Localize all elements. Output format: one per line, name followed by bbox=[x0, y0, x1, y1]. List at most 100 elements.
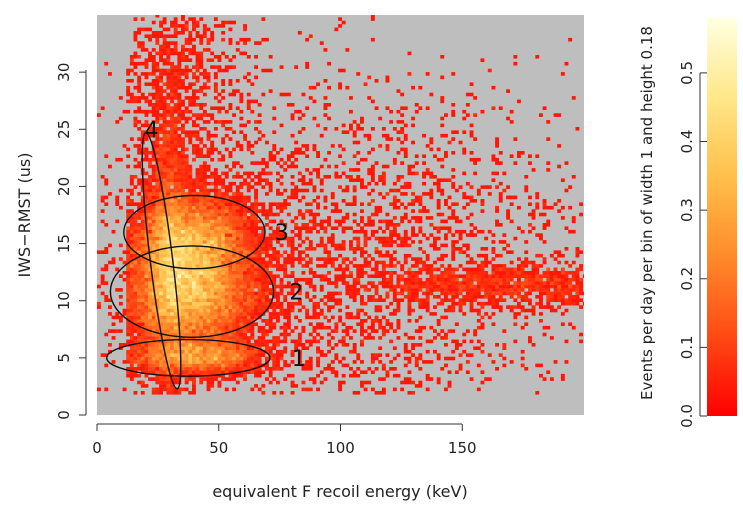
heatmap-bin bbox=[564, 284, 569, 289]
heatmap-bin bbox=[268, 264, 273, 268]
heatmap-bin bbox=[557, 250, 562, 254]
heatmap-bin bbox=[243, 195, 247, 200]
heatmap-bin bbox=[217, 288, 222, 292]
heatmap-bin bbox=[228, 205, 233, 210]
heatmap-bin bbox=[440, 264, 445, 268]
heatmap-bin bbox=[243, 336, 247, 340]
heatmap-bin bbox=[425, 301, 430, 306]
heatmap-bin bbox=[297, 229, 302, 234]
heatmap-bin bbox=[162, 346, 167, 350]
heatmap-bin bbox=[173, 137, 178, 141]
heatmap-bin bbox=[487, 301, 492, 306]
heatmap-bin bbox=[129, 264, 134, 268]
heatmap-bin bbox=[268, 325, 273, 330]
heatmap-bin bbox=[396, 109, 401, 114]
heatmap-bin bbox=[151, 367, 156, 371]
heatmap-bin bbox=[195, 154, 200, 158]
heatmap-bin bbox=[177, 233, 182, 237]
heatmap-bin bbox=[290, 360, 295, 364]
heatmap-bin bbox=[568, 271, 573, 275]
heatmap-bin bbox=[155, 223, 160, 227]
heatmap-bin bbox=[480, 288, 485, 292]
heatmap-bin bbox=[517, 284, 521, 289]
heatmap-bin bbox=[323, 103, 328, 107]
heatmap-bin bbox=[462, 281, 467, 285]
heatmap-bin bbox=[129, 240, 134, 244]
heatmap-bin bbox=[148, 123, 152, 128]
heatmap-bin bbox=[162, 298, 167, 302]
heatmap-bin bbox=[140, 315, 145, 320]
heatmap-bin bbox=[535, 233, 540, 237]
heatmap-bin bbox=[381, 229, 386, 234]
heatmap-bin bbox=[166, 305, 171, 309]
heatmap-bin bbox=[148, 181, 152, 186]
heatmap-bin bbox=[517, 277, 521, 282]
heatmap-bin bbox=[305, 154, 310, 158]
heatmap-bin bbox=[177, 277, 182, 282]
heatmap-bin bbox=[290, 247, 295, 251]
heatmap-bin bbox=[235, 312, 240, 316]
heatmap-bin bbox=[462, 295, 467, 299]
heatmap-bin bbox=[312, 295, 317, 299]
heatmap-bin bbox=[268, 233, 273, 237]
heatmap-bin bbox=[254, 373, 258, 378]
heatmap-bin bbox=[411, 284, 415, 289]
heatmap-bin bbox=[148, 363, 152, 368]
heatmap-bin bbox=[557, 298, 562, 302]
heatmap-bin bbox=[192, 367, 196, 371]
heatmap-bin bbox=[308, 260, 313, 265]
heatmap-bin bbox=[162, 219, 167, 224]
heatmap-bin bbox=[192, 312, 196, 316]
heatmap-bin bbox=[199, 325, 204, 330]
heatmap-bin bbox=[370, 295, 375, 299]
heatmap-bin bbox=[341, 247, 346, 251]
heatmap-bin bbox=[137, 260, 142, 265]
heatmap-bin bbox=[374, 391, 379, 395]
heatmap-bin bbox=[473, 137, 478, 141]
heatmap-bin bbox=[520, 281, 525, 285]
heatmap-bin bbox=[246, 346, 251, 350]
heatmap-bin bbox=[210, 356, 215, 361]
heatmap-bin bbox=[385, 277, 390, 282]
heatmap-bin bbox=[202, 349, 207, 354]
heatmap-bin bbox=[181, 315, 185, 320]
heatmap-bin bbox=[389, 236, 394, 241]
heatmap-bin bbox=[297, 116, 302, 121]
heatmap-bin bbox=[235, 322, 240, 326]
heatmap-bin bbox=[579, 291, 583, 296]
heatmap-bin bbox=[257, 281, 262, 285]
heatmap-bin bbox=[345, 312, 350, 316]
heatmap-bin bbox=[276, 274, 280, 278]
heatmap-bin bbox=[115, 120, 120, 124]
heatmap-bin bbox=[170, 144, 174, 148]
heatmap-bin bbox=[228, 312, 233, 316]
heatmap-bin bbox=[151, 274, 156, 278]
heatmap-bin bbox=[352, 219, 357, 224]
heatmap-bin bbox=[546, 219, 551, 224]
heatmap-bin bbox=[177, 243, 182, 248]
heatmap-bin bbox=[312, 284, 317, 289]
heatmap-bin bbox=[129, 363, 134, 368]
heatmap-bin bbox=[170, 199, 174, 203]
heatmap-bin bbox=[319, 336, 324, 340]
heatmap-bin bbox=[126, 288, 131, 292]
heatmap-bin bbox=[239, 205, 244, 210]
heatmap-bin bbox=[360, 267, 364, 272]
heatmap-bin bbox=[272, 301, 277, 306]
heatmap-bin bbox=[454, 281, 459, 285]
heatmap-bin bbox=[104, 298, 109, 302]
heatmap-bin bbox=[177, 236, 182, 241]
heatmap-bin bbox=[276, 315, 280, 320]
heatmap-bin bbox=[192, 377, 196, 381]
heatmap-bin bbox=[444, 271, 448, 275]
heatmap-bin bbox=[458, 219, 463, 224]
heatmap-bin bbox=[126, 229, 131, 234]
heatmap-bin bbox=[148, 271, 152, 275]
heatmap-bin bbox=[429, 195, 434, 200]
heatmap-bin bbox=[213, 336, 218, 340]
heatmap-bin bbox=[338, 274, 342, 278]
heatmap-bin bbox=[349, 325, 353, 330]
heatmap-bin bbox=[257, 181, 262, 186]
heatmap-bin bbox=[224, 332, 229, 337]
heatmap-bin bbox=[308, 367, 313, 371]
